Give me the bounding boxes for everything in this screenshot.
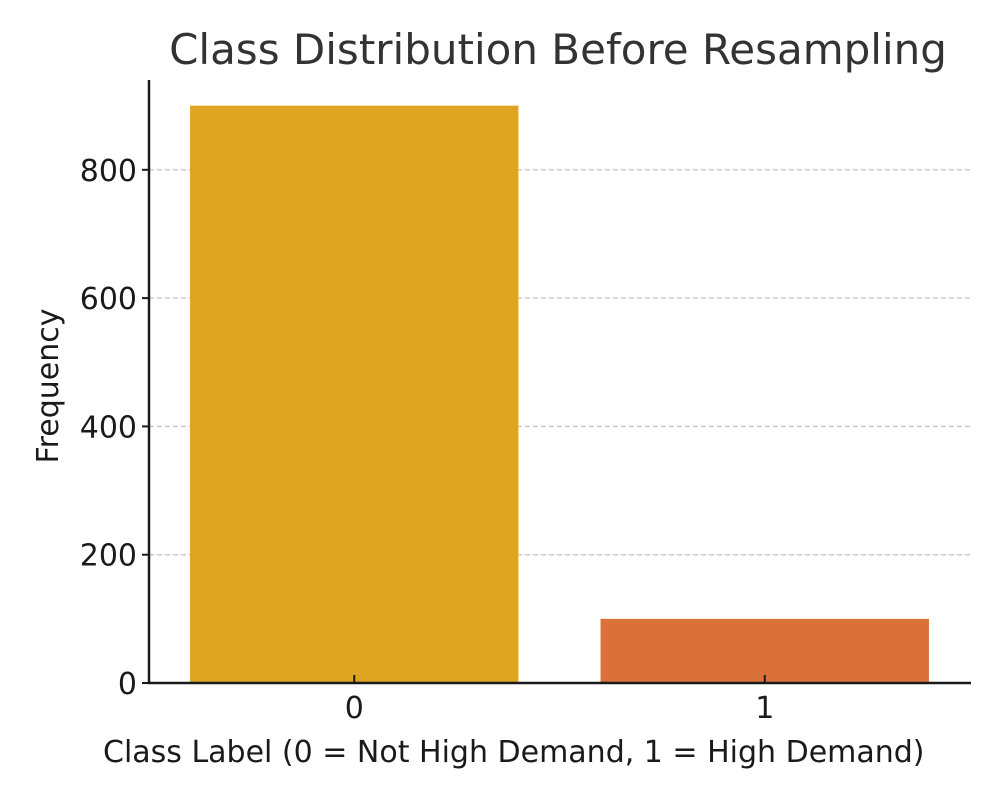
y-tick-label-800: 800: [80, 154, 137, 189]
y-axis-label: Frequency: [31, 309, 66, 464]
bars: [190, 105, 929, 684]
y-tick-label-600: 600: [80, 282, 137, 317]
y-ticks: 0 200 400 600 800: [80, 154, 149, 702]
x-axis-label: Class Label (0 = Not High Demand, 1 = Hi…: [103, 735, 925, 770]
y-tick-label-0: 0: [118, 667, 137, 702]
chart-title: Class Distribution Before Resampling: [169, 25, 947, 74]
x-tick-label-0: 0: [345, 691, 364, 726]
axes: [147, 80, 971, 685]
y-tick-label-400: 400: [80, 410, 137, 445]
bar-class-1: [600, 618, 929, 683]
y-tick-label-200: 200: [80, 539, 137, 574]
x-tick-label-1: 1: [755, 691, 774, 726]
bar-class-0: [190, 105, 519, 684]
